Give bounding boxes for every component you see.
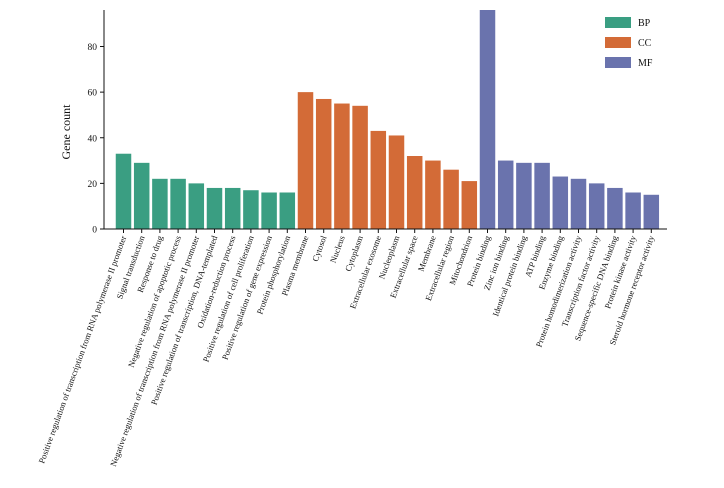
x-tick-label: Cytosol	[310, 234, 329, 263]
bar-6	[206, 187, 223, 229]
bar-24	[534, 162, 550, 229]
bar-29	[625, 192, 641, 229]
bar-16	[388, 135, 405, 229]
bar-28	[607, 187, 623, 229]
bar-10	[279, 192, 296, 229]
legend-label-cc: CC	[638, 38, 652, 49]
bar-18	[425, 160, 441, 229]
x-tick-label: Nucleus	[328, 234, 347, 264]
bar-14	[352, 105, 368, 229]
bar-17	[406, 156, 423, 229]
legend-swatch-cc	[605, 37, 631, 48]
bar-13	[334, 103, 350, 229]
bars-group	[115, 10, 660, 230]
bar-5	[188, 183, 205, 230]
bar-26	[570, 178, 587, 229]
bar-21	[479, 10, 496, 229]
x-tick-label: Positive regulation of transcription fro…	[36, 234, 128, 465]
bar-4	[170, 178, 186, 229]
bar-8	[243, 190, 259, 229]
bar-23	[516, 162, 532, 229]
legend-label-mf: MF	[638, 58, 653, 69]
bar-11	[297, 92, 314, 230]
bar-3	[152, 178, 168, 229]
bar-7	[224, 187, 241, 229]
y-tick-label: 80	[88, 43, 98, 53]
bar-25	[552, 176, 569, 229]
bar-27	[588, 183, 605, 230]
bar-19	[443, 169, 459, 229]
bar-2	[133, 162, 150, 229]
bar-15	[370, 130, 387, 229]
bar-1	[115, 153, 132, 229]
y-tick-label: 0	[92, 226, 97, 236]
bar-12	[315, 98, 332, 229]
bar-30	[643, 194, 660, 229]
y-tick-label: 40	[88, 134, 98, 144]
bar-9	[261, 192, 277, 229]
y-axis-title: Gene count	[59, 104, 73, 160]
y-tick-label: 60	[88, 89, 98, 99]
bar-22	[497, 160, 514, 229]
legend: BP CC MF	[605, 17, 653, 69]
y-tick-label: 20	[88, 180, 98, 190]
legend-swatch-bp	[605, 17, 631, 28]
legend-label-bp: BP	[638, 18, 651, 29]
x-ticks-group: Positive regulation of transcription fro…	[36, 229, 656, 468]
x-tick-label: Negative regulation of transcription fro…	[108, 234, 201, 468]
legend-swatch-mf	[605, 57, 631, 68]
bar-20	[461, 181, 478, 229]
y-ticks-group: 0 20 40 60 80	[88, 43, 104, 236]
